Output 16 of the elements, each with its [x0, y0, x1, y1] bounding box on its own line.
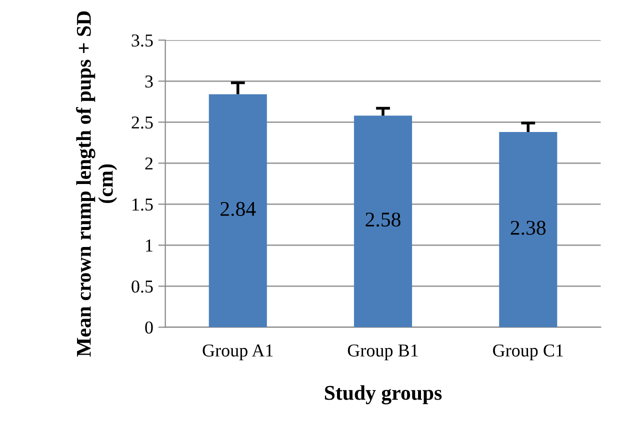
x-tick-label: Group C1: [493, 344, 563, 360]
x-axis-title: Study groups: [324, 385, 442, 404]
y-tick-label: 0.5: [132, 280, 153, 293]
x-tick-label: Group B1: [348, 344, 418, 360]
y-tick-label: 0: [145, 321, 153, 334]
y-tick-label: 1: [146, 240, 152, 252]
y-tick-label: 3.5: [132, 34, 153, 47]
data-label: 2.58: [366, 212, 400, 227]
x-tick-label: Group A1: [202, 344, 273, 360]
data-label: 2.38: [510, 220, 546, 235]
data-label: 2.84: [220, 202, 256, 216]
y-tick-label: 2.5: [132, 116, 153, 129]
y-tick-label: 1.5: [132, 198, 153, 211]
y-tick-label: 2: [145, 157, 153, 170]
y-axis-title: Mean crown rump length of pups + SD (cm): [76, 11, 118, 357]
y-tick-label: 3: [145, 75, 153, 88]
